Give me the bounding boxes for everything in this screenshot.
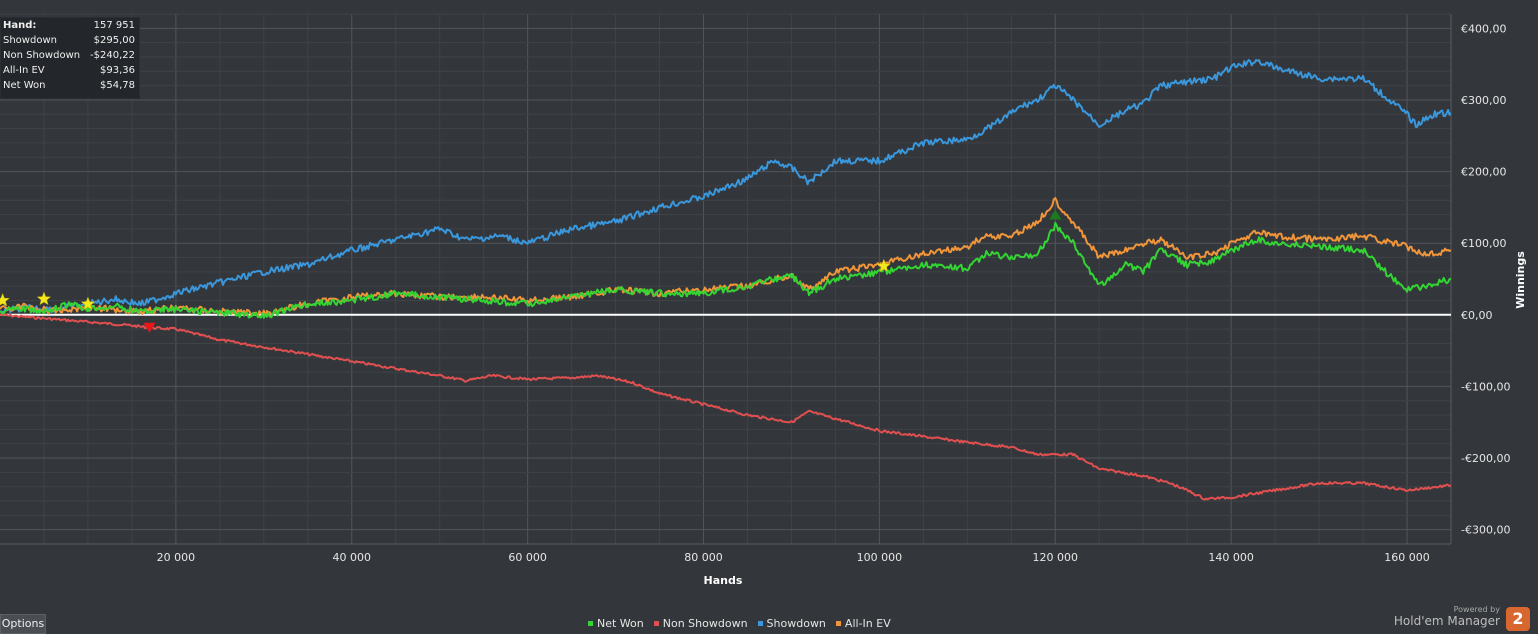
- grid: [0, 13, 1452, 545]
- stats-row-netwon: Net Won $54,78: [1, 78, 139, 93]
- up-triangle-marker-icon: [1049, 209, 1062, 220]
- y-tick-label: €0,00: [1461, 309, 1493, 322]
- legend-swatch: [653, 620, 659, 626]
- legend-swatch: [588, 620, 593, 626]
- x-tick-label: 100 000: [857, 551, 903, 564]
- legend-swatch: [757, 620, 763, 626]
- stats-nonshowdown-value: -$240,22: [90, 50, 135, 61]
- hem2-logo-icon: 2: [1506, 607, 1530, 631]
- powered-by-label: Powered by: [1453, 605, 1500, 614]
- series-line-non-showdown: [0, 313, 1451, 501]
- legend-label: Net Won: [597, 616, 644, 630]
- stats-row-allinev: All-In EV $93,36: [1, 63, 139, 78]
- brand-name: Hold'em Manager: [1393, 614, 1500, 628]
- y-tick-label: -€300,00: [1461, 524, 1510, 537]
- x-tick-label: 60 000: [508, 551, 547, 564]
- legend-item[interactable]: Non Showdown: [653, 616, 748, 630]
- x-tick-label: 140 000: [1208, 551, 1254, 564]
- x-tick-label: 20 000: [157, 551, 196, 564]
- legend-swatch: [835, 620, 841, 626]
- y-tick-label: -€100,00: [1461, 380, 1510, 393]
- stats-showdown-label: Showdown: [3, 35, 57, 46]
- options-button[interactable]: Options: [0, 614, 46, 634]
- series-line-net-won: [0, 221, 1451, 319]
- series-lines: [0, 58, 1451, 501]
- markers: [0, 209, 1062, 333]
- series-line-all-in-ev: [0, 197, 1451, 318]
- stats-tooltip: Hand: 157 951 Showdown $295,00 Non Showd…: [0, 17, 140, 99]
- y-tick-label: €200,00: [1461, 166, 1507, 179]
- stats-netwon-label: Net Won: [3, 80, 46, 91]
- stats-nonshowdown-label: Non Showdown: [3, 50, 81, 61]
- x-axis-ticks: 20 000 40 000 60 000 80 000 100 000 120 000 14…: [157, 551, 1430, 564]
- star-marker-icon: [0, 292, 10, 307]
- x-tick-label: 80 000: [684, 551, 723, 564]
- stats-showdown-value: $295,00: [93, 35, 135, 46]
- star-marker-icon: [80, 296, 96, 311]
- legend-item[interactable]: Net Won: [588, 617, 644, 630]
- x-tick-label: 160 000: [1384, 551, 1430, 564]
- legend-item[interactable]: All-In EV: [835, 616, 891, 630]
- legend: Net Won Non Showdown Showdown All-In EV: [588, 616, 891, 630]
- legend-label: Non Showdown: [662, 616, 748, 630]
- stats-row-hand: Hand: 157 951: [1, 18, 139, 33]
- stats-row-nonshowdown: Non Showdown -$240,22: [1, 48, 139, 63]
- legend-item[interactable]: Showdown: [757, 616, 826, 630]
- star-marker-icon: [36, 291, 52, 306]
- x-axis-title: Hands: [704, 574, 743, 587]
- down-triangle-marker-icon: [143, 322, 156, 333]
- y-tick-label: -€200,00: [1461, 452, 1510, 465]
- x-tick-label: 120 000: [1033, 551, 1079, 564]
- y-tick-label: €300,00: [1461, 94, 1507, 107]
- y-tick-label: €400,00: [1461, 22, 1507, 35]
- stats-row-showdown: Showdown $295,00: [1, 33, 139, 48]
- x-tick-label: 40 000: [333, 551, 372, 564]
- stats-allinev-value: $93,36: [100, 65, 135, 76]
- series-line-showdown: [0, 58, 1451, 314]
- brand-logo: Powered by Hold'em Manager 2: [1372, 604, 1532, 634]
- y-axis-title: Winnings: [1514, 251, 1527, 309]
- stats-allinev-label: All-In EV: [3, 65, 45, 76]
- stats-hand-value: 157 951: [93, 20, 135, 31]
- stats-hand-label: Hand:: [3, 20, 37, 31]
- legend-label: Showdown: [766, 616, 826, 630]
- plot-area: [0, 14, 1451, 544]
- star-marker-icon: [876, 258, 892, 273]
- y-axis-ticks: €400,00 €300,00 €200,00 €100,00 €0,00 -€100,0…: [1461, 22, 1510, 536]
- stats-netwon-value: $54,78: [100, 80, 135, 91]
- legend-label: All-In EV: [844, 616, 891, 630]
- y-tick-label: €100,00: [1461, 237, 1507, 250]
